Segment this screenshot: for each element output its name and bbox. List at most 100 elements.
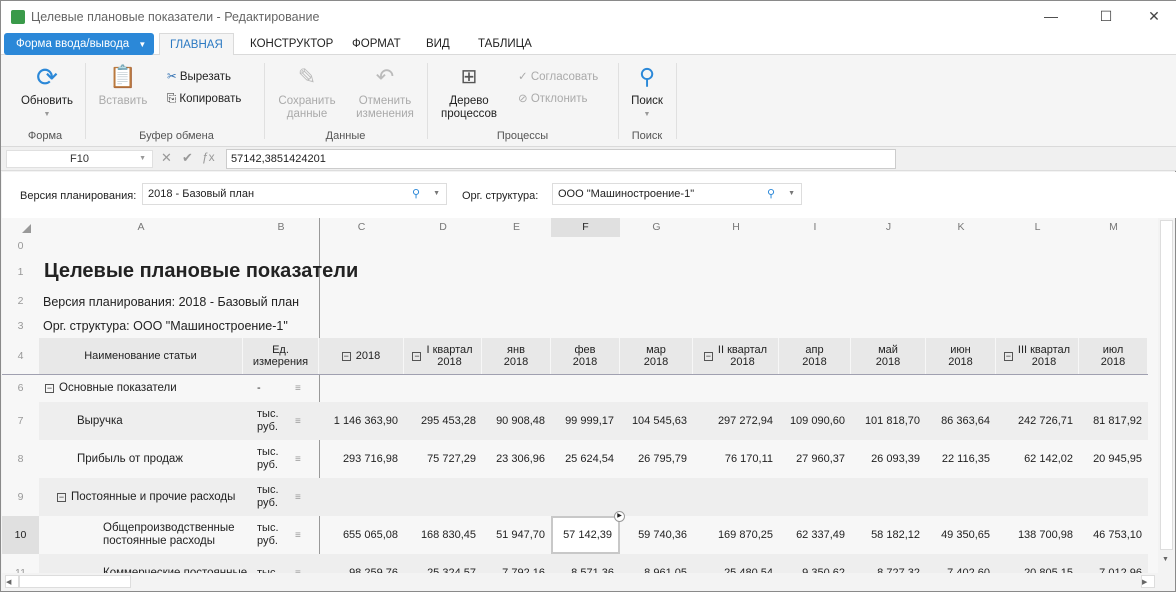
close-button[interactable]: ✕ <box>1148 8 1160 24</box>
value-cell[interactable]: 295 453,28 <box>420 415 476 427</box>
value-cell[interactable]: 25 324,57 <box>427 567 476 573</box>
column-header-G[interactable]: G <box>652 221 661 233</box>
value-cell[interactable]: 75 727,29 <box>427 453 476 465</box>
value-cell[interactable]: 297 272,94 <box>717 415 773 427</box>
column-header-F[interactable]: F <box>551 218 620 237</box>
cell-name-box[interactable]: F10 ▼ <box>6 150 153 168</box>
value-cell[interactable]: 7 402,60 <box>947 567 990 573</box>
value-cell[interactable]: 46 753,10 <box>1093 529 1142 541</box>
column-header-J[interactable]: J <box>885 221 892 233</box>
value-cell[interactable]: 8 961,05 <box>644 567 687 573</box>
value-cell[interactable]: 76 170,11 <box>724 453 773 465</box>
value-cell[interactable]: 169 870,25 <box>717 529 773 541</box>
filter-icon[interactable]: ≡ <box>295 383 301 394</box>
confirm-icon[interactable]: ✔ <box>182 150 193 165</box>
value-cell[interactable]: 242 726,71 <box>1017 415 1073 427</box>
value-cell[interactable]: 98 259,76 <box>349 567 398 573</box>
value-cell[interactable]: 59 740,36 <box>638 529 687 541</box>
tab-table[interactable]: ТАБЛИЦА <box>478 38 532 50</box>
column-header-I[interactable]: I <box>813 221 817 233</box>
scroll-thumb[interactable] <box>19 575 131 588</box>
column-header-E[interactable]: E <box>512 221 520 233</box>
filter-icon[interactable]: ≡ <box>295 567 301 574</box>
minimize-button[interactable]: — <box>1044 8 1058 24</box>
row-number[interactable]: 9 <box>17 491 24 503</box>
row-number[interactable]: 8 <box>17 453 24 465</box>
approve-button[interactable]: ✓ Согласовать <box>518 71 598 84</box>
value-cell[interactable]: 86 363,64 <box>941 415 990 427</box>
column-header-K[interactable]: K <box>957 221 965 233</box>
column-header-M[interactable]: M <box>1109 221 1118 233</box>
value-cell[interactable]: 99 999,17 <box>565 415 614 427</box>
filter-icon[interactable]: ≡ <box>295 415 301 427</box>
value-cell[interactable]: 104 545,63 <box>631 415 687 427</box>
value-cell[interactable]: 109 090,60 <box>789 415 845 427</box>
value-cell[interactable]: 81 817,92 <box>1093 415 1142 427</box>
save-data-button[interactable]: ✎ Сохранить данные <box>273 63 341 121</box>
value-cell[interactable]: 168 830,45 <box>420 529 476 541</box>
value-cell[interactable]: 27 960,37 <box>796 453 845 465</box>
row-number[interactable]: 10 <box>2 516 39 554</box>
form-menu-button[interactable]: Форма ввода/вывода ▼ <box>4 33 154 55</box>
column-header-D[interactable]: D <box>439 221 447 233</box>
value-cell[interactable]: 7 792,16 <box>502 567 545 573</box>
selected-cell[interactable]: 57 142,39 <box>551 516 620 554</box>
value-cell[interactable]: 101 818,70 <box>864 415 920 427</box>
value-cell[interactable]: 8 727,32 <box>877 567 920 573</box>
filter-icon[interactable]: ≡ <box>295 453 301 465</box>
value-cell[interactable]: 26 093,39 <box>871 453 920 465</box>
cut-button[interactable]: ✂ Вырезать <box>167 71 231 84</box>
version-select[interactable]: 2018 - Базовый план ⚲ ▼ <box>142 183 447 205</box>
collapse-icon[interactable]: − <box>45 383 54 393</box>
collapse-icon[interactable]: − <box>57 491 66 502</box>
org-select[interactable]: ООО "Машиностроение-1" ⚲ ▼ <box>552 183 802 205</box>
collapse-icon[interactable]: − <box>703 350 713 361</box>
formula-input[interactable]: 57142,3851424201 <box>226 149 896 169</box>
row-number[interactable]: 6 <box>17 382 24 394</box>
vertical-scrollbar[interactable]: ▼ <box>1158 218 1175 573</box>
value-cell[interactable]: 90 908,48 <box>496 415 545 427</box>
value-cell[interactable]: 25 624,54 <box>565 453 614 465</box>
value-cell[interactable]: 9 350,62 <box>802 567 845 573</box>
refresh-button[interactable]: ⟳ Обновить ▼ <box>13 63 81 121</box>
value-cell[interactable]: 293 716,98 <box>342 453 398 465</box>
column-header-H[interactable]: H <box>732 221 740 233</box>
value-cell[interactable]: 62 337,49 <box>796 529 845 541</box>
copy-button[interactable]: ⎘ Копировать <box>167 93 241 106</box>
chevron-down-icon[interactable]: ▼ <box>788 190 795 197</box>
row-number[interactable]: 11 <box>15 567 26 573</box>
tab-constructor[interactable]: КОНСТРУКТОР <box>250 38 334 50</box>
cell-expand-icon[interactable]: ▶ <box>614 511 625 522</box>
value-cell[interactable]: 51 947,70 <box>496 529 545 541</box>
column-header-B[interactable]: B <box>277 221 285 233</box>
value-cell[interactable]: 138 700,98 <box>1017 529 1073 541</box>
chevron-down-icon[interactable]: ▼ <box>433 190 440 197</box>
column-header-A[interactable]: A <box>137 221 145 233</box>
collapse-icon[interactable]: − <box>341 350 351 361</box>
value-cell[interactable]: 22 116,35 <box>941 453 990 465</box>
search-icon[interactable]: ⚲ <box>411 188 420 200</box>
value-cell[interactable]: 655 065,08 <box>342 529 398 541</box>
value-cell[interactable]: 20 945,95 <box>1093 453 1142 465</box>
column-header-C[interactable]: C <box>357 221 366 233</box>
scroll-down-icon[interactable]: ▼ <box>1162 556 1169 563</box>
scroll-thumb[interactable] <box>1160 220 1173 550</box>
maximize-button[interactable]: ☐ <box>1099 8 1113 24</box>
search-button[interactable]: ⚲ Поиск ▼ <box>625 63 669 121</box>
undo-changes-button[interactable]: ↶ Отменить изменения <box>351 63 419 121</box>
row-number[interactable]: 7 <box>17 415 24 427</box>
value-cell[interactable]: 58 182,12 <box>871 529 920 541</box>
value-cell[interactable]: 1 146 363,90 <box>333 415 398 427</box>
filter-icon[interactable]: ≡ <box>295 529 301 541</box>
value-cell[interactable]: 26 795,79 <box>638 453 687 465</box>
value-cell[interactable]: 25 480,54 <box>724 567 773 573</box>
value-cell[interactable]: 23 306,96 <box>496 453 545 465</box>
tab-format[interactable]: ФОРМАТ <box>352 38 401 50</box>
value-cell[interactable]: 20 805,15 <box>1024 567 1073 573</box>
filter-icon[interactable]: ≡ <box>295 491 301 503</box>
collapse-icon[interactable]: − <box>412 350 422 361</box>
reject-button[interactable]: ⊘ Отклонить <box>518 93 588 106</box>
cancel-icon[interactable]: ✕ <box>161 150 172 165</box>
process-tree-button[interactable]: ⊞ Дерево процессов <box>436 63 502 121</box>
value-cell[interactable]: 7 012,96 <box>1099 567 1142 573</box>
